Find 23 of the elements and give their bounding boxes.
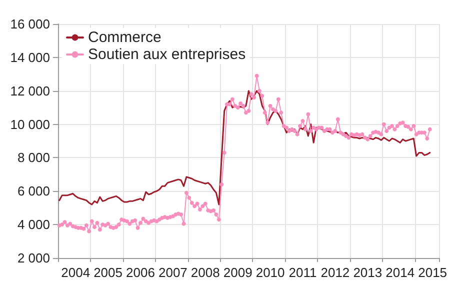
x-tick-label: 2011 xyxy=(288,265,317,280)
y-tick-label: 12 000 xyxy=(10,83,50,98)
line-series xyxy=(58,90,431,206)
y-tick-label: 8 000 xyxy=(17,150,50,166)
x-tick-label: 2005 xyxy=(94,265,122,280)
x-tick-label: 2014 xyxy=(386,265,415,280)
x-tick-label: 2015 xyxy=(418,265,448,280)
legend-label: Commerce xyxy=(88,29,162,46)
x-tick-label: 2008 xyxy=(190,265,220,280)
x-tick-label: 2013 xyxy=(353,265,382,280)
y-tick-label: 6 000 xyxy=(17,184,50,199)
x-tick-label: 2010 xyxy=(256,265,285,280)
x-tick-label: 2004 xyxy=(61,265,90,280)
legend-label: Soutien aux entreprises xyxy=(88,46,246,63)
x-tick-label: 2009 xyxy=(223,265,252,280)
x-tick-label: 2012 xyxy=(320,265,350,280)
y-tick-label: 2 000 xyxy=(17,250,50,266)
y-tick-label: 16 000 xyxy=(10,16,50,32)
x-tick-label: 2006 xyxy=(126,265,155,280)
y-tick-label: 4 000 xyxy=(17,217,50,232)
y-tick-label: 10 000 xyxy=(10,116,50,132)
x-tick-label: 2007 xyxy=(158,265,188,280)
y-tick-label: 14 000 xyxy=(10,50,50,65)
